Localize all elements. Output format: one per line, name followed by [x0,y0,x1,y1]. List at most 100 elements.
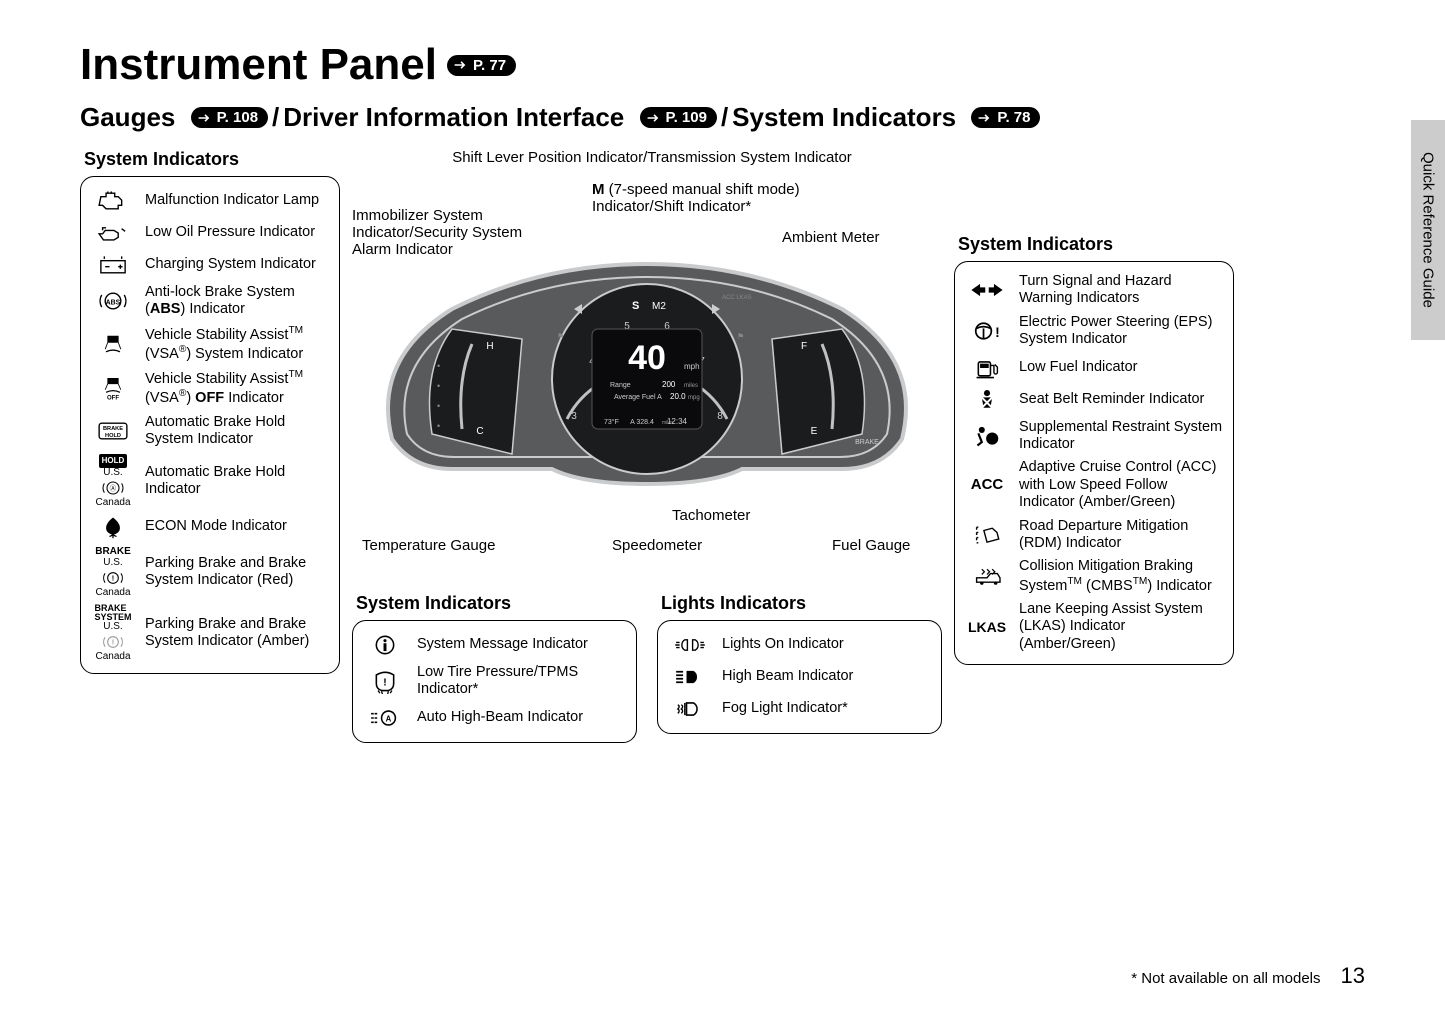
indicator-row: Turn Signal and Hazard Warning Indicator… [965,270,1223,311]
center-bottom-panels: System Indicators System Message Indicat… [352,593,942,743]
right-column: System Indicators Turn Signal and Hazard… [954,149,1234,665]
callout-m7: M (7-speed manual shift mode) Indicator/… [592,181,892,215]
indicator-label: Lights On Indicator [722,636,844,653]
indicator-row: BRAKEHOLDAutomatic Brake Hold System Ind… [91,411,329,452]
indicator-row: Low Fuel Indicator [965,352,1223,384]
svg-text:OFF: OFF [107,396,119,402]
svg-text:⚑: ⚑ [737,332,744,341]
svg-text:•: • [437,361,440,371]
brake_red-icon: BRAKEU.S. ! Canada [91,546,135,598]
indicator-row: HOLD U.S. Ⓐ Canada Automatic Brake Hold I… [91,451,329,511]
indicator-row: BRAKESYSTEMU.S. ! CanadaParking Brake an… [91,601,329,665]
indicator-row: Vehicle Stability AssistTM (VSA®) System… [91,322,329,366]
svg-text:3: 3 [571,411,577,422]
indicator-label: Charging System Indicator [145,256,316,273]
indicator-label: Automatic Brake Hold Indicator [145,464,329,499]
indicator-row: Malfunction Indicator Lamp [91,185,329,217]
cluster-area: Shift Lever Position Indicator/Transmiss… [352,149,942,449]
svg-text:!: ! [995,324,1000,340]
svg-text:HOLD: HOLD [105,433,121,439]
indicator-row: Charging System Indicator [91,249,329,281]
side-tab-quick-reference: Quick Reference Guide [1411,120,1445,340]
indicator-row: Low Oil Pressure Indicator [91,217,329,249]
svg-text:20.0: 20.0 [670,392,686,401]
indicator-row: BRAKEU.S. ! Canada Parking Brake and Brak… [91,543,329,601]
svg-text:!: ! [112,574,114,583]
page-footer: * Not available on all models 13 [1131,963,1365,989]
indicator-label: Electric Power Steering (EPS) System Ind… [1019,314,1223,349]
svg-text:Range: Range [610,382,631,389]
callout-shift-lever: Shift Lever Position Indicator/Transmiss… [412,149,892,166]
lights_on-icon [668,632,712,658]
svg-text:40: 40 [628,339,666,377]
indicator-row: ACCAdaptive Cruise Control (ACC) with Lo… [965,456,1223,514]
indicator-row: ! Low Tire Pressure/TPMS Indicator* [363,661,626,702]
abs-icon: ABS [91,288,135,314]
indicator-row: Lights On Indicator [668,629,931,661]
callout-temp-gauge: Temperature Gauge [362,537,495,554]
center-column: Shift Lever Position Indicator/Transmiss… [352,149,942,743]
indicator-label: Lane Keeping Assist System (LKAS) Indica… [1019,601,1223,653]
indicator-label: Turn Signal and Hazard Warning Indicator… [1019,273,1223,308]
indicator-label: Automatic Brake Hold System Indicator [145,414,329,449]
indicator-label: Collision Mitigation Braking SystemTM (C… [1019,558,1223,595]
indicator-label: Road Departure Mitigation (RDM) Indicato… [1019,518,1223,553]
indicator-row: Supplemental Restraint System Indicator [965,416,1223,457]
left-panel-title: System Indicators [84,149,340,170]
indicator-label: Vehicle Stability AssistTM (VSA®) System… [145,325,329,363]
indicator-label: Supplemental Restraint System Indicator [1019,419,1223,454]
svg-text:mph: mph [684,362,700,371]
page-ref-pill-gauges: P. 108 [191,107,268,128]
svg-text:12:34: 12:34 [667,417,688,426]
svg-text:Average Fuel A: Average Fuel A [614,394,662,401]
page-ref-pill-main: P. 77 [447,55,516,76]
page-ref-pill-sysind: P. 78 [971,107,1040,128]
cmbs-icon [965,564,1009,590]
indicator-label: Parking Brake and Brake System Indicator… [145,555,329,590]
hold_dual-icon: HOLD U.S. Ⓐ Canada [91,454,135,508]
center-lights-panel: Lights On Indicator High Beam Indicator Fo… [657,620,942,734]
high_beam-icon [668,664,712,690]
indicator-label: Malfunction Indicator Lamp [145,192,319,209]
svg-text:E: E [811,426,818,437]
arrow-right-icon [197,112,213,124]
indicator-label: Adaptive Cruise Control (ACC) with Low S… [1019,459,1223,511]
indicator-label: Seat Belt Reminder Indicator [1019,391,1204,408]
svg-text:BRAKE: BRAKE [855,439,879,446]
page-ref-text: P. 109 [666,109,707,126]
oilcan-icon [91,220,135,246]
subheader: Gauges P. 108 /Driver Information Interf… [80,102,1385,133]
indicator-label: Anti-lock Brake System (ABS) Indicator [145,284,329,319]
svg-text:⚑: ⚑ [557,332,564,341]
callout-ambient: Ambient Meter [782,229,880,246]
arrow-right-icon [453,59,469,71]
indicator-label: High Beam Indicator [722,668,853,685]
page-ref-text: P. 77 [473,57,506,74]
indicator-label: Auto High-Beam Indicator [417,709,583,726]
svg-text:73°F: 73°F [604,418,619,426]
svg-text:mpg: mpg [688,395,700,401]
left-indicators-panel: Malfunction Indicator Lamp Low Oil Pressu… [80,176,340,674]
page-ref-text: P. 78 [997,109,1030,126]
page-number: 13 [1341,963,1365,989]
indicator-row: High Beam Indicator [668,661,931,693]
indicator-row: OFFVehicle Stability AssistTM (VSA®) OFF… [91,366,329,410]
svg-text:H: H [486,341,493,352]
right-indicators-panel: Turn Signal and Hazard Warning Indicator… [954,261,1234,665]
indicator-label: Low Oil Pressure Indicator [145,224,315,241]
title-text: Instrument Panel [80,40,437,90]
econ-icon [91,514,135,540]
arrow-right-icon [977,112,993,124]
indicator-label: Low Tire Pressure/TPMS Indicator* [417,664,626,699]
right-panel-title: System Indicators [958,234,1234,255]
indicator-row: LKASLane Keeping Assist System (LKAS) In… [965,598,1223,656]
svg-text:!: ! [383,678,386,689]
svg-text:•: • [437,421,440,431]
svg-text:C: C [476,426,483,437]
callout-speedometer: Speedometer [612,537,702,554]
center-lights-panel-wrap: Lights Indicators Lights On Indicator Hig… [657,593,942,743]
indicator-row: Fog Light Indicator* [668,693,931,725]
svg-text:F: F [801,341,807,352]
auto_highbeam-icon: A [363,705,407,731]
center-lights-panel-title: Lights Indicators [661,593,942,614]
